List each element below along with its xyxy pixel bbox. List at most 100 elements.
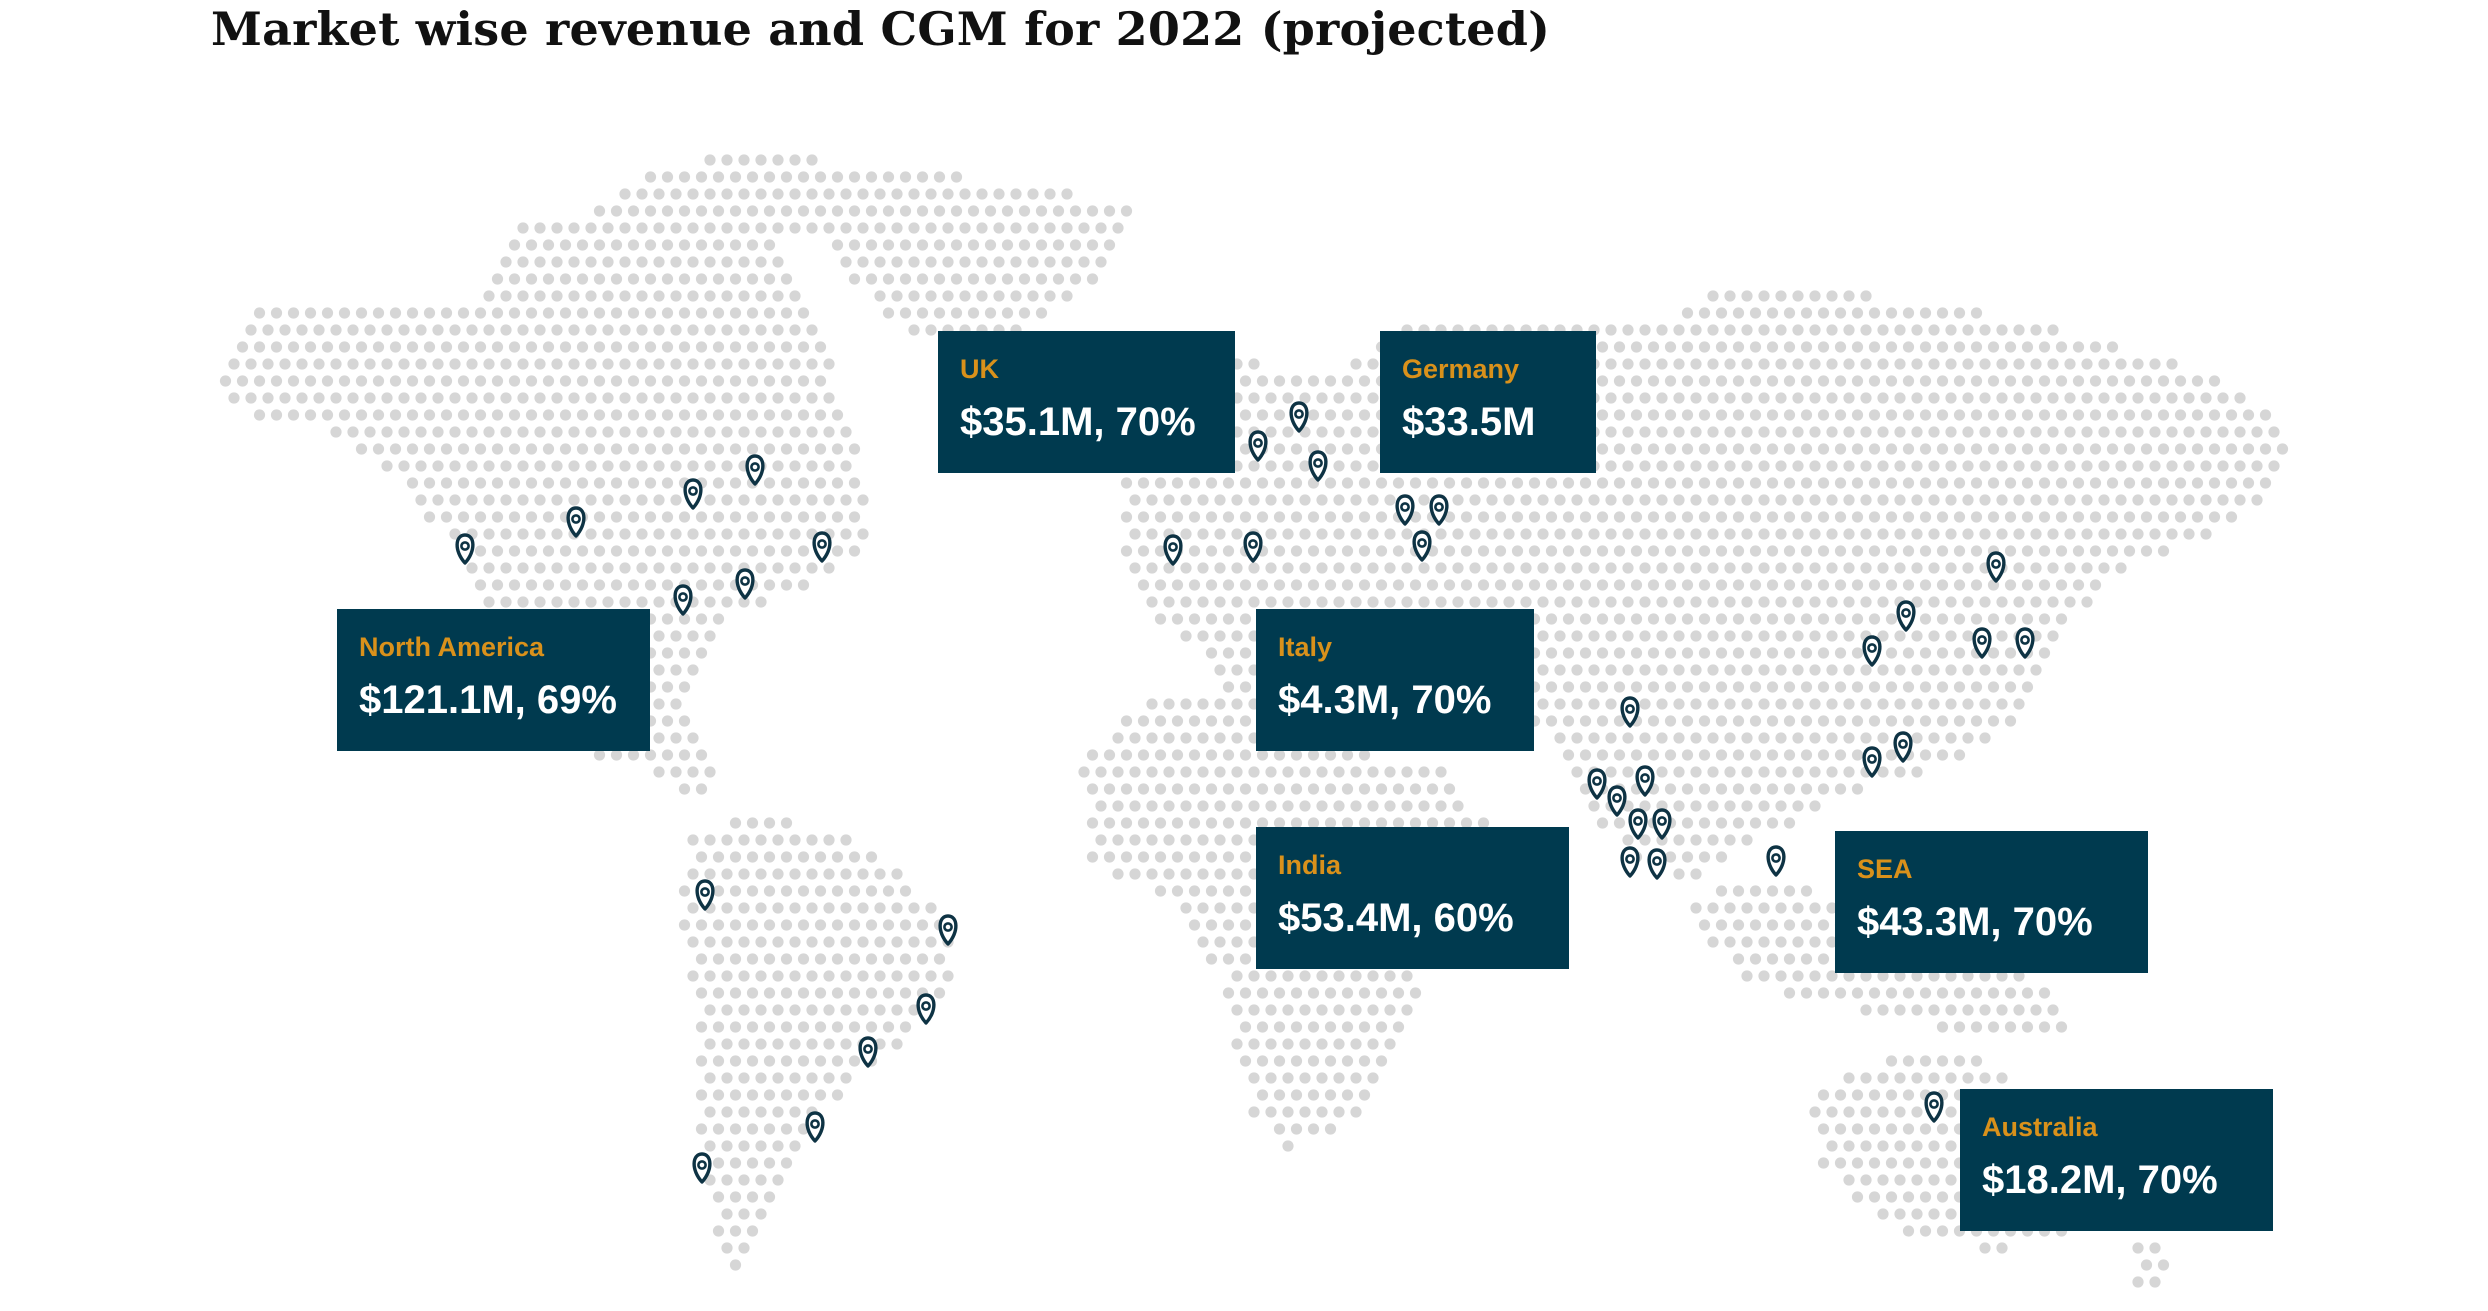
map-dot: [491, 511, 504, 523]
map-dot: [1239, 511, 1252, 523]
map-dot: [831, 171, 844, 183]
map-dot: [942, 290, 954, 302]
map-dot: [551, 528, 563, 540]
map-dot: [1537, 494, 1549, 506]
map-dot: [602, 324, 614, 336]
map-dot: [653, 324, 665, 336]
map-dot: [704, 290, 716, 302]
map-dot: [1877, 460, 1889, 472]
map-dot: [1503, 494, 1515, 506]
map-dot: [1741, 664, 1753, 676]
map-dot: [602, 358, 614, 370]
map-dot: [1673, 732, 1685, 744]
map-dot: [1613, 443, 1626, 455]
map-dot: [746, 1021, 759, 1033]
map-dot: [1758, 358, 1770, 370]
map-dot: [746, 1191, 759, 1203]
map-pin-icon: [1248, 430, 1268, 462]
map-dot: [619, 528, 631, 540]
map-dot: [304, 307, 317, 319]
map-dot: [1282, 766, 1294, 778]
map-dot: [1851, 579, 1864, 591]
map-dot: [891, 290, 903, 302]
map-dot: [1180, 596, 1192, 608]
map-dot: [1579, 545, 1592, 557]
map-dot: [899, 885, 912, 897]
map-dot: [1902, 1191, 1915, 1203]
map-dot: [1800, 647, 1813, 659]
map-dot: [806, 392, 818, 404]
map-dot: [2157, 545, 2170, 557]
map-dot: [525, 375, 538, 387]
map-dot: [1715, 375, 1728, 387]
map-dot: [1180, 868, 1192, 880]
map-dot: [1630, 545, 1643, 557]
map-dot: [1647, 749, 1660, 761]
map-dot: [704, 1140, 716, 1152]
map-dot: [440, 375, 453, 387]
map-dot: [865, 273, 878, 285]
map-dot: [1562, 749, 1575, 761]
map-dot: [1027, 222, 1039, 234]
map-dot: [1843, 562, 1855, 574]
map-dot: [2004, 613, 2017, 625]
map-dot: [1333, 494, 1345, 506]
map-dot: [551, 562, 563, 574]
map-dot: [1205, 817, 1218, 829]
map-dot: [2004, 987, 2017, 999]
map-dot: [1222, 851, 1235, 863]
map-dot: [1885, 307, 1898, 319]
map-dot: [1282, 800, 1294, 812]
map-pin-icon: [805, 1111, 825, 1143]
map-dot: [712, 545, 725, 557]
map-dot: [1715, 307, 1728, 319]
map-dot: [1035, 307, 1048, 319]
map-dot: [704, 834, 716, 846]
map-dot: [712, 205, 725, 217]
map-dot: [1741, 902, 1753, 914]
map-dot: [1350, 970, 1362, 982]
map-dot: [1239, 443, 1252, 455]
map-dot: [1843, 596, 1855, 608]
map-dot: [1647, 613, 1660, 625]
map-dot: [2072, 443, 2085, 455]
map-dot: [916, 205, 929, 217]
map-dot: [763, 1055, 776, 1067]
map-dot: [1979, 1004, 1991, 1016]
map-dot: [1741, 732, 1753, 744]
map-dot: [576, 341, 589, 353]
map-dot: [848, 511, 861, 523]
map-dot: [1069, 273, 1082, 285]
map-dot: [1928, 698, 1940, 710]
map-dot: [2047, 528, 2059, 540]
map-dot: [2047, 1004, 2059, 1016]
map-dot: [1163, 766, 1175, 778]
map-dot: [2055, 409, 2068, 421]
map-dot: [848, 919, 861, 931]
map-dot: [746, 239, 759, 251]
map-dot: [1936, 375, 1949, 387]
map-dot: [619, 426, 631, 438]
map-dot: [1979, 596, 1991, 608]
map-dot: [1707, 732, 1719, 744]
map-dot: [1741, 494, 1753, 506]
map-dot: [925, 222, 937, 234]
map-dot: [559, 545, 572, 557]
map-dot: [806, 936, 818, 948]
map-dot: [1562, 715, 1575, 727]
map-dot: [1690, 426, 1702, 438]
map-dot: [619, 290, 631, 302]
map-dot: [1698, 409, 1711, 421]
map-dot: [1936, 647, 1949, 659]
map-dot: [2038, 375, 2051, 387]
map-dot: [1171, 579, 1184, 591]
map-dot: [1919, 1157, 1932, 1169]
map-dot: [1562, 511, 1575, 523]
map-dot: [364, 324, 376, 336]
map-dot: [1622, 426, 1634, 438]
map-dot: [1843, 766, 1855, 778]
map-dot: [1146, 868, 1158, 880]
map-dot: [500, 290, 512, 302]
map-dot: [1307, 545, 1320, 557]
map-dot: [1231, 698, 1243, 710]
